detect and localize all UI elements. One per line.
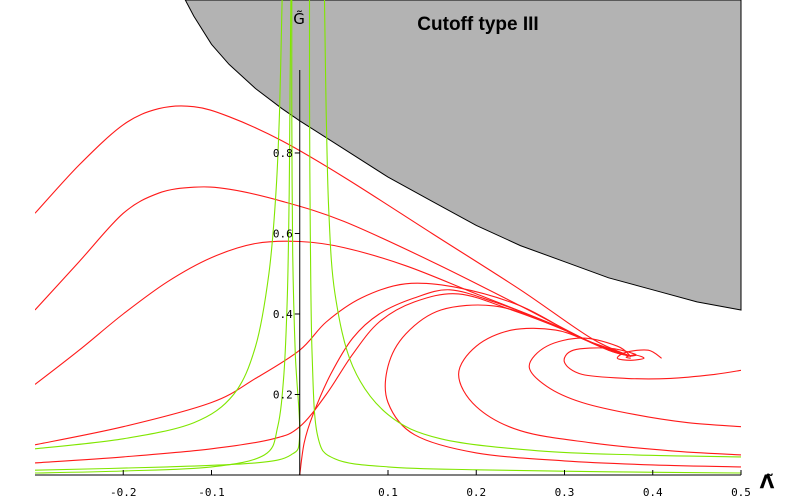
y-tick-label: 0.6 bbox=[273, 227, 293, 240]
flow-line-6 bbox=[299, 289, 631, 475]
x-tick-label: -0.2 bbox=[110, 486, 137, 499]
y-tick-label: 0.8 bbox=[273, 147, 293, 160]
flow-line-7 bbox=[384, 304, 741, 468]
x-tick-label: 0.2 bbox=[466, 486, 486, 499]
separatrix-line-13 bbox=[35, 0, 283, 450]
forbidden-region bbox=[184, 0, 742, 311]
flow-line-9 bbox=[528, 337, 741, 428]
y-axis-label: G̃ bbox=[293, 9, 305, 28]
separatrix-line-16 bbox=[323, 0, 741, 458]
flow-line-4 bbox=[35, 282, 631, 446]
y-tick-label: 0.4 bbox=[273, 308, 293, 321]
flow-line-10 bbox=[563, 347, 741, 380]
flow-line-1 bbox=[35, 105, 631, 357]
flow-line-11 bbox=[616, 349, 662, 361]
x-axis-label: Λ̃ bbox=[760, 471, 775, 493]
x-tick-label: 0.4 bbox=[643, 486, 663, 499]
x-tick-label: -0.1 bbox=[198, 486, 225, 499]
x-tick-label: 0.5 bbox=[731, 486, 751, 499]
flow-line-3 bbox=[35, 240, 631, 385]
separatrix-line-12 bbox=[35, 0, 292, 474]
x-ticks-group: -0.2 -0.1 0.1 0.2 0.3 0.4 0.5 bbox=[110, 470, 751, 499]
chart-title: Cutoff type III bbox=[417, 14, 538, 35]
x-tick-label: 0.3 bbox=[555, 486, 575, 499]
flow-line-8 bbox=[458, 327, 741, 456]
flow-line-5 bbox=[35, 293, 631, 464]
y-ticks-group: 0.2 0.4 0.6 0.8 bbox=[273, 147, 300, 401]
x-tick-label: 0.1 bbox=[378, 486, 398, 499]
y-tick-label: 0.2 bbox=[273, 388, 293, 401]
separatrix-line-15 bbox=[308, 0, 741, 474]
